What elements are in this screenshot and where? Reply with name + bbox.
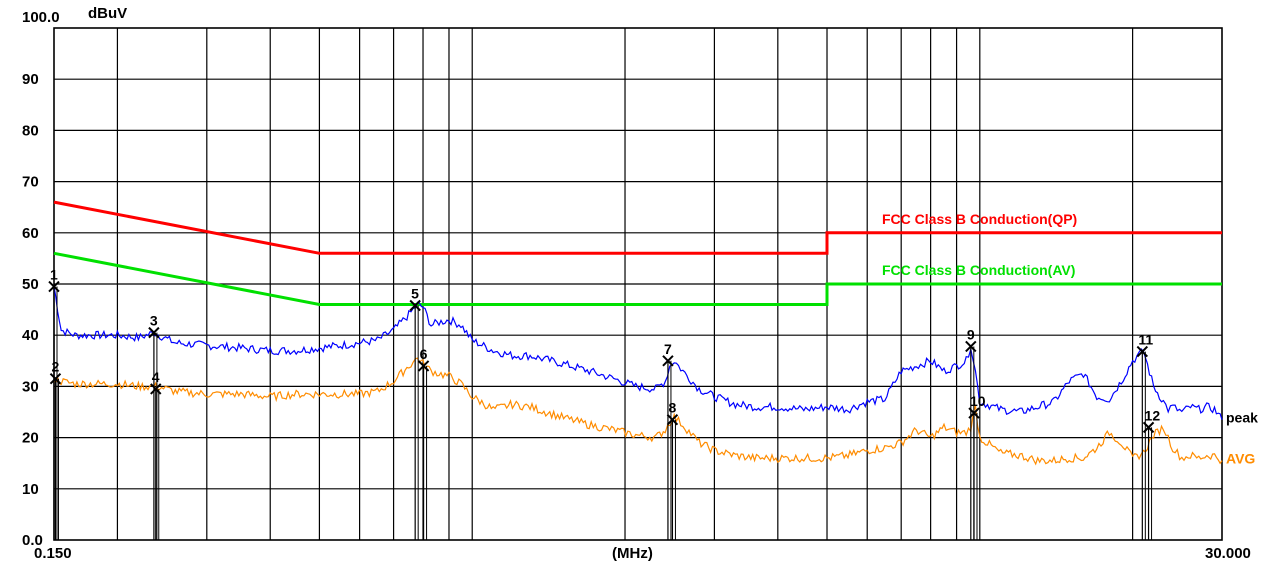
marker-x bbox=[1142, 421, 1155, 434]
marker-label: 7 bbox=[664, 341, 672, 357]
marker-label: 12 bbox=[1145, 407, 1161, 423]
avg-trace bbox=[53, 357, 1223, 466]
marker-x bbox=[148, 326, 160, 339]
peak-trace bbox=[53, 286, 1223, 420]
marker-label: 3 bbox=[150, 313, 158, 329]
y-axis-label: dBuV bbox=[88, 5, 127, 22]
y-tick-label: 20 bbox=[22, 430, 39, 447]
marker-x bbox=[48, 280, 60, 293]
y-tick-label: 40 bbox=[22, 327, 39, 344]
marker-label: 11 bbox=[1138, 332, 1153, 348]
marker-x bbox=[965, 340, 977, 353]
y-tick-label: 10 bbox=[22, 481, 39, 498]
marker-label: 1 bbox=[50, 267, 58, 283]
limit-lines bbox=[53, 200, 1222, 306]
avg-series-label: AVG bbox=[1226, 451, 1255, 467]
marker-x bbox=[417, 360, 430, 372]
y-tick-label: 90 bbox=[22, 71, 39, 88]
y-tick-label: 0.0 bbox=[22, 532, 43, 549]
qp-limit-line bbox=[53, 200, 1222, 255]
marker-x bbox=[662, 355, 674, 367]
y-tick-label: 80 bbox=[22, 122, 39, 139]
y-tick-label: 50 bbox=[22, 276, 39, 293]
x-tick-label: 30.000 bbox=[1205, 545, 1251, 562]
x-axis-label: (MHz) bbox=[612, 545, 653, 562]
marker-label: 9 bbox=[967, 326, 975, 342]
marker-label: 8 bbox=[668, 400, 676, 416]
marker-label: 5 bbox=[411, 286, 419, 302]
marker-x bbox=[666, 413, 679, 426]
y-tick-label: 30 bbox=[22, 378, 39, 395]
measurement-traces bbox=[53, 286, 1223, 466]
peak-series-label: peak bbox=[1226, 410, 1258, 426]
marker-x bbox=[968, 407, 980, 419]
marker-label: 4 bbox=[152, 369, 160, 385]
y-tick-label: 60 bbox=[22, 225, 39, 242]
y-tick-label: 100.0 bbox=[22, 9, 60, 26]
marker-label: 6 bbox=[420, 346, 428, 362]
av-limit-line bbox=[53, 251, 1222, 306]
x-tick-label: 0.150 bbox=[34, 545, 72, 562]
y-tick-label: 70 bbox=[22, 174, 39, 191]
av-limit-label: FCC Class B Conduction(AV) bbox=[882, 262, 1075, 278]
marker-x bbox=[49, 373, 62, 385]
marker-x bbox=[150, 383, 162, 395]
marker-x bbox=[1136, 345, 1149, 358]
marker-x bbox=[409, 299, 421, 312]
marker-label: 10 bbox=[970, 393, 986, 409]
marker-label: 2 bbox=[51, 359, 59, 375]
qp-limit-label: FCC Class B Conduction(QP) bbox=[882, 211, 1077, 227]
